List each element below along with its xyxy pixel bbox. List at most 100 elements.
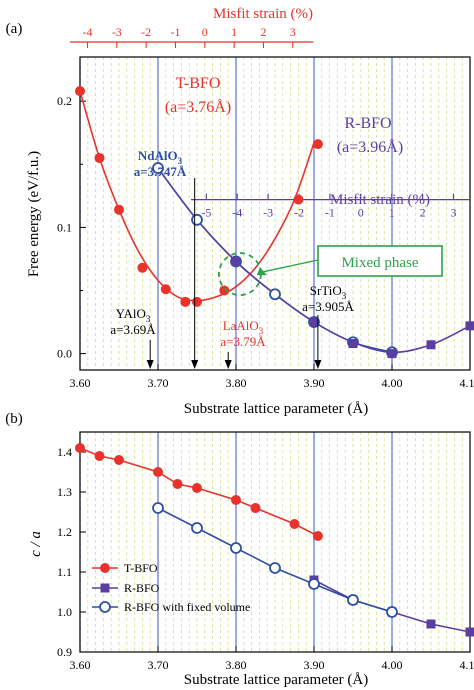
- x-tick-label: 3.90: [304, 376, 325, 390]
- y-tick-label: 0.0: [57, 347, 72, 361]
- legend-label: R-BFO: [124, 581, 160, 595]
- y-tick-label: 0.1: [57, 220, 72, 234]
- r-bfo-point: [387, 349, 397, 359]
- t-bfo-point: [293, 194, 304, 205]
- substrate-subscript: 3: [342, 291, 347, 301]
- series-point-0: [289, 519, 300, 529]
- substrate-name: NdAlO3: [138, 148, 183, 166]
- inner-strain-tick-label: -1: [325, 206, 335, 220]
- x-tick-label: 3.80: [226, 376, 247, 390]
- t-bfo-point: [94, 152, 105, 163]
- mixed-phase-label: Mixed phase: [341, 255, 418, 271]
- x-axis-label: Substrate lattice parameter (Å): [184, 401, 369, 417]
- r-bfo-fixed-volume-point: [269, 288, 281, 301]
- t-bfo-point: [75, 86, 85, 97]
- substrate-lattice-value: a=3.69Å: [110, 322, 156, 337]
- panel-label-a: (a): [6, 21, 23, 37]
- top-strain-tick-label: 0: [202, 25, 208, 39]
- substrate-arrow-head: [146, 360, 154, 369]
- substrate-name: LaAlO3: [223, 318, 264, 336]
- y-axis-label: Free energy (eV/f.u.): [26, 151, 42, 277]
- plot-frame: [79, 56, 471, 371]
- series-point-1: [465, 627, 474, 637]
- legend-label: R-BFO with fixed volume: [124, 600, 250, 614]
- y-tick-label: 0.9: [57, 645, 72, 659]
- x-tick-label: 3.80: [226, 658, 247, 672]
- substrate-subscript: 3: [146, 314, 151, 324]
- top-strain-tick-label: -2: [141, 25, 151, 39]
- mixed-phase-box: [317, 245, 443, 277]
- substrate-arrow-head: [224, 360, 232, 369]
- t-bfo-point: [192, 296, 202, 307]
- inner-strain-tick-label: -3: [263, 206, 273, 220]
- r-bfo-point: [309, 317, 319, 327]
- legend-label: T-BFO: [124, 561, 158, 575]
- x-axis-label: Substrate lattice parameter (Å): [184, 672, 369, 688]
- x-tick-label: 3.90: [304, 658, 325, 672]
- y-tick-label: 0.2: [57, 94, 72, 108]
- series-point-2: [152, 502, 164, 514]
- t-bfo-point: [160, 284, 171, 295]
- series-point-0: [231, 495, 241, 505]
- inner-strain-tick-label: -5: [201, 206, 211, 220]
- y-tick-label: 1.3: [57, 485, 72, 499]
- series-point-2: [191, 522, 203, 534]
- x-tick-label: 3.60: [70, 376, 91, 390]
- inner-strain-tick-label: 3: [450, 206, 456, 220]
- series-point-0: [94, 451, 105, 461]
- panel-label-b: (b): [5, 411, 23, 427]
- series-point-0: [312, 531, 323, 541]
- y-tick-label: 1.1: [57, 565, 72, 579]
- t-bfo-label: T-BFO: [176, 75, 221, 92]
- r-bfo-label: R-BFO: [344, 115, 391, 132]
- substrate-arrow-head: [191, 360, 199, 369]
- x-tick-label: 4.00: [382, 658, 403, 672]
- x-tick-label: 4.10: [460, 658, 474, 672]
- top-strain-tick-label: 3: [290, 25, 296, 39]
- legend-swatch-marker: [100, 563, 110, 573]
- top-strain-tick-label: -4: [82, 25, 92, 39]
- series-point-2: [230, 542, 242, 554]
- t-bfo-point: [114, 204, 124, 215]
- inner-strain-tick-label: -2: [294, 206, 304, 220]
- substrate-formula: LaAlO: [223, 318, 259, 333]
- series-point-2: [347, 594, 359, 606]
- substrate-subscript: 3: [178, 156, 183, 166]
- series-point-0: [153, 467, 163, 477]
- series-point-0: [114, 455, 124, 465]
- substrate-formula: NdAlO: [138, 148, 178, 163]
- series-point-2: [386, 606, 398, 618]
- x-tick-label: 3.70: [148, 376, 169, 390]
- substrate-formula: YAlO: [116, 306, 146, 321]
- x-tick-label: 4.00: [382, 376, 403, 390]
- r-bfo-fixed-volume-point: [152, 162, 164, 174]
- r-bfo-point: [426, 340, 436, 350]
- r-bfo-sublabel: (a=3.96Å): [337, 138, 403, 156]
- inner-strain-axis-title: Misfit strain (%): [330, 192, 430, 208]
- top-strain-axis-title: Misfit strain (%): [213, 6, 313, 22]
- t-bfo-point: [312, 139, 323, 150]
- substrate-lattice-value: a=3.747Å: [134, 164, 187, 179]
- substrate-formula: SrTiO: [310, 283, 342, 298]
- series-point-0: [192, 483, 202, 493]
- series-point-0: [75, 443, 85, 453]
- x-tick-label: 3.70: [148, 658, 169, 672]
- substrate-arrow-head: [314, 360, 322, 369]
- substrate-lattice-value: a=3.905Å: [302, 299, 354, 314]
- legend-swatch-marker: [100, 583, 110, 593]
- top-strain-tick-label: -1: [170, 25, 180, 39]
- series-line-0: [79, 447, 319, 537]
- inner-strain-tick-label: -4: [232, 206, 242, 220]
- y-tick-label: 1.0: [57, 605, 72, 619]
- r-bfo-point: [231, 256, 241, 266]
- series-point-0: [172, 479, 183, 489]
- mixed-phase-arrow-line: [261, 259, 319, 273]
- series-point-0: [250, 503, 261, 513]
- inner-strain-tick-label: 1: [389, 206, 395, 220]
- legend-swatch-marker: [99, 601, 111, 613]
- inner-strain-tick-label: 2: [420, 206, 426, 220]
- t-bfo-sublabel: (a=3.76Å): [165, 98, 231, 116]
- substrate-subscript: 3: [259, 326, 264, 336]
- y-tick-label: 1.4: [57, 445, 72, 459]
- mixed-phase-arrow-head: [256, 267, 267, 276]
